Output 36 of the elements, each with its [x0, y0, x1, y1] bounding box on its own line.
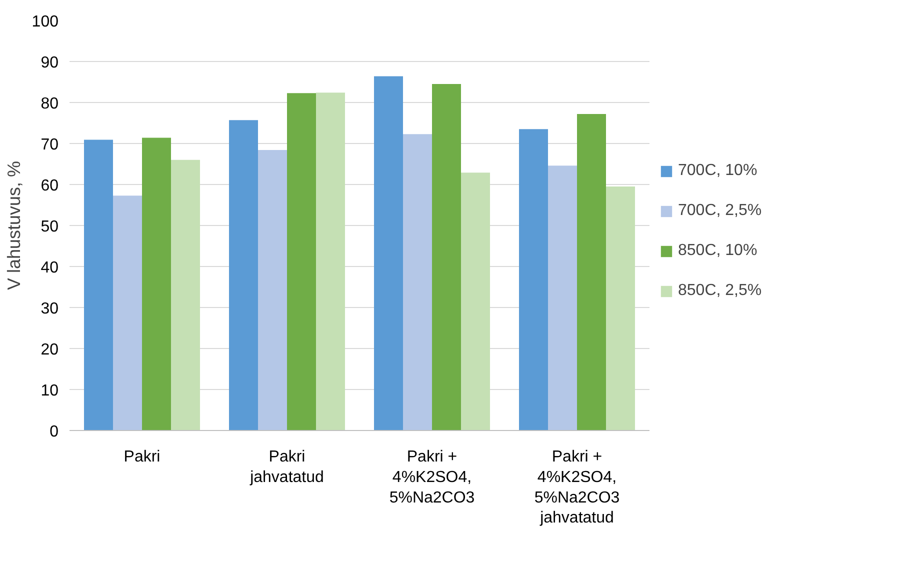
- y-tick-label: 100: [32, 14, 59, 30]
- bar: [171, 160, 200, 430]
- bar: [606, 186, 635, 430]
- bar: [287, 93, 316, 430]
- bar: [374, 76, 403, 430]
- x-tick-label: Pakri jahvatatud: [249, 448, 324, 486]
- bar: [84, 140, 113, 430]
- bar: [519, 129, 548, 430]
- y-tick-label: 60: [40, 178, 59, 194]
- bar: [548, 166, 577, 430]
- bar: [432, 84, 461, 430]
- bar: [577, 114, 606, 430]
- y-tick-label: 10: [40, 382, 59, 400]
- y-tick-label: 20: [40, 342, 59, 358]
- y-tick-label: 40: [40, 260, 59, 276]
- y-tick-label: 50: [40, 218, 59, 236]
- y-tick-label: 0: [50, 424, 59, 440]
- bar: [258, 150, 287, 430]
- bar: [229, 120, 258, 430]
- x-tick-label: Pakri: [124, 448, 160, 466]
- legend-label: 850C, 10%: [678, 242, 758, 260]
- bar: [403, 134, 432, 430]
- legend-label: 850C, 2,5%: [678, 282, 762, 300]
- x-tick-label: Pakri + 4%K2SO4, 5%Na2CO3: [389, 448, 475, 506]
- y-tick-label: 90: [40, 54, 59, 72]
- y-axis-title: V lahustuvus, %: [4, 160, 24, 290]
- bar: [316, 92, 345, 430]
- y-tick-label: 80: [40, 96, 59, 112]
- y-tick-label: 30: [40, 300, 59, 318]
- x-tick-label: Pakri + 4%K2SO4, 5%Na2CO3 jahvatatud: [534, 448, 620, 527]
- legend-label: 700C, 2,5%: [678, 202, 762, 220]
- y-tick-label: 70: [40, 136, 59, 154]
- legend-label: 700C, 10%: [678, 162, 758, 180]
- bar: [461, 172, 490, 430]
- bar: [113, 196, 142, 430]
- bar: [142, 138, 171, 430]
